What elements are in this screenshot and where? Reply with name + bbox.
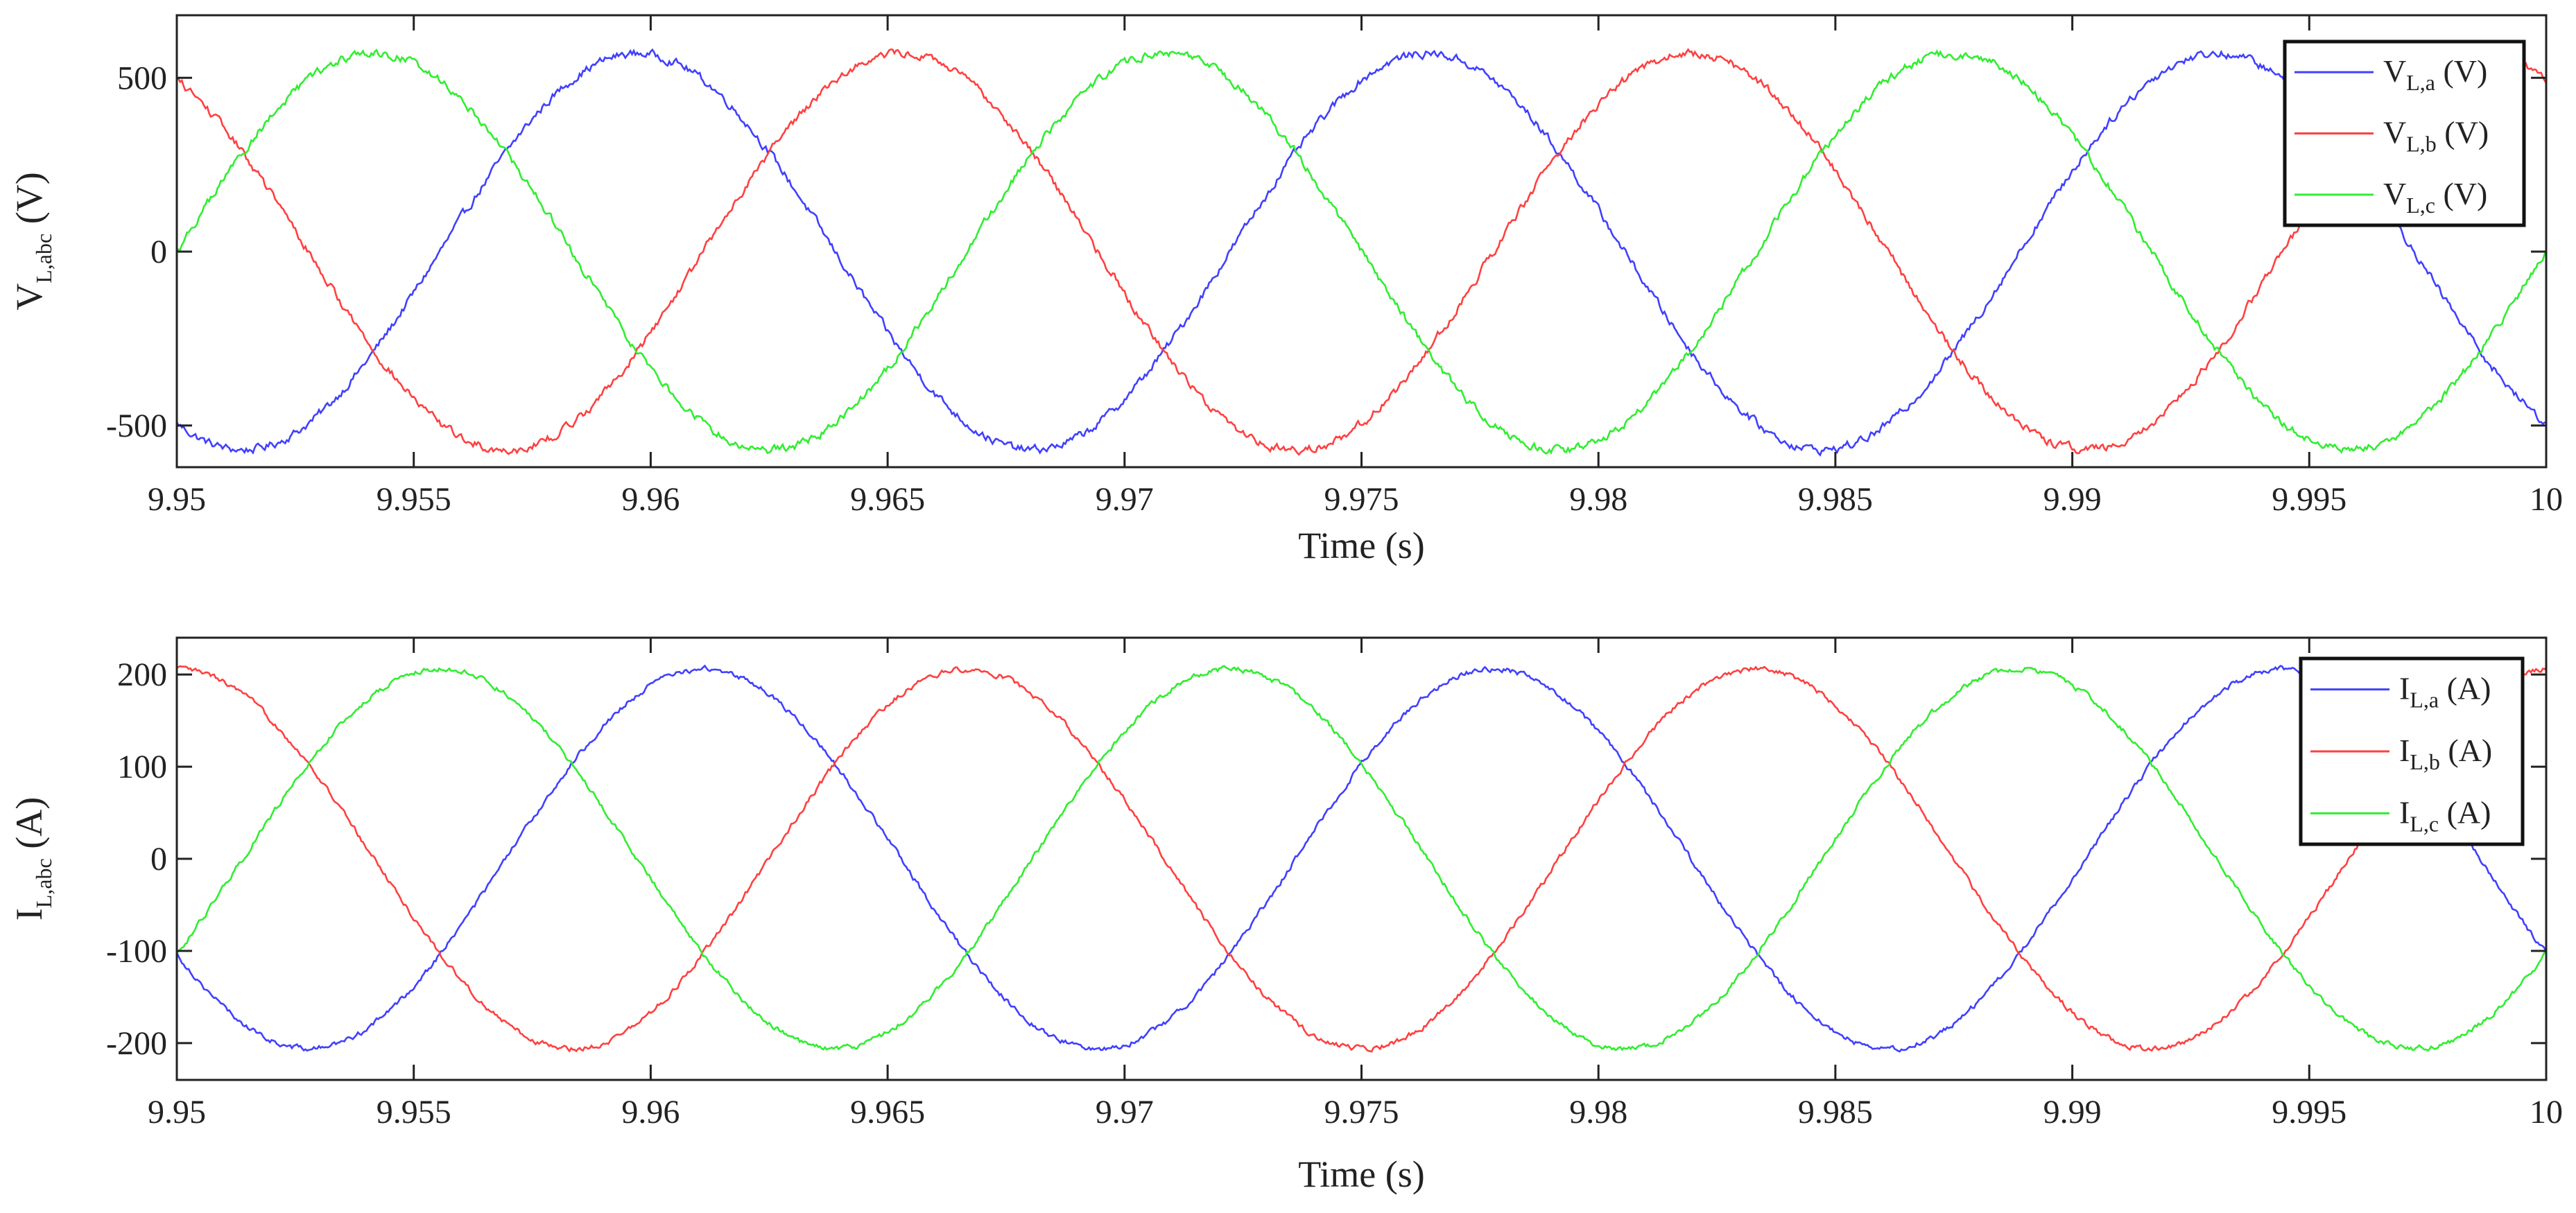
x-tick-label: 9.985 [1798,481,1873,518]
chart-panel-2: 9.95 9.955 9.96 9.965 9.97 9.975 9.98 9.985 9.99… [8,636,2563,1195]
series-line-l-a [177,48,2546,457]
y-axis-title: IL,abc (A) [8,797,56,920]
series-line-l-b [177,665,2546,1053]
x-tick-label: 9.985 [1798,1094,1873,1131]
series-line-l-c [177,49,2546,455]
x-tick-label: 10 [2530,1094,2563,1131]
plot-area [177,15,2546,467]
x-axis-title: Time (s) [1298,1153,1425,1195]
x-tick-label: 9.95 [148,1094,206,1131]
x-tick-label: 9.965 [850,481,925,518]
x-tick-label: 9.95 [148,481,206,518]
legend: VL,a (V) VL,b (V) VL,c (V) [2283,40,2526,227]
chart-panel-1: 9.95 9.955 9.96 9.965 9.97 9.975 9.98 9.985 9.99… [8,14,2563,566]
y-axis-title: VL,abc (V) [8,172,56,310]
x-tick-label: 9.975 [1324,481,1399,518]
y-tick-label: 200 [117,656,167,693]
y-tick-label: 0 [150,234,167,270]
x-tick-label: 9.96 [621,481,680,518]
x-tick-label: 9.97 [1096,481,1154,518]
series-line-l-c [177,665,2546,1052]
x-tick-label: 9.995 [2272,1094,2346,1131]
legend-label: IL,b (A) [2399,733,2492,774]
x-tick-label: 9.98 [1569,481,1627,518]
x-tick-label: 9.975 [1324,1094,1399,1131]
y-tick-label: -200 [106,1025,167,1062]
x-axis-title: Time (s) [1298,525,1425,566]
legend-label: VL,b (V) [2383,115,2489,157]
x-tick-label: 9.955 [377,1094,451,1131]
x-tick-label: 9.965 [850,1094,925,1131]
y-tick-label: -100 [106,933,167,970]
y-tick-label: -500 [106,408,167,444]
y-tick-label: 0 [150,841,167,878]
legend: IL,a (A) IL,b (A) IL,c (A) [2299,656,2525,846]
legend-label: IL,a (A) [2399,671,2491,713]
x-tick-label: 10 [2530,481,2563,518]
y-tick-label: 100 [117,749,167,785]
x-tick-label: 9.955 [377,481,451,518]
x-tick-label: 9.99 [2043,481,2102,518]
y-tick-label: 500 [117,60,167,96]
series-line-l-b [177,48,2546,456]
x-tick-label: 9.99 [2043,1094,2102,1131]
legend-label: VL,a (V) [2383,53,2487,95]
x-tick-label: 9.96 [621,1094,680,1131]
x-tick-label: 9.98 [1569,1094,1627,1131]
x-tick-label: 9.995 [2272,481,2346,518]
plot-area [177,638,2546,1080]
legend-label: VL,c (V) [2383,176,2487,218]
legend-label: IL,c (A) [2399,794,2491,836]
x-tick-label: 9.97 [1096,1094,1154,1131]
series-group [177,48,2546,457]
series-group [177,664,2546,1053]
